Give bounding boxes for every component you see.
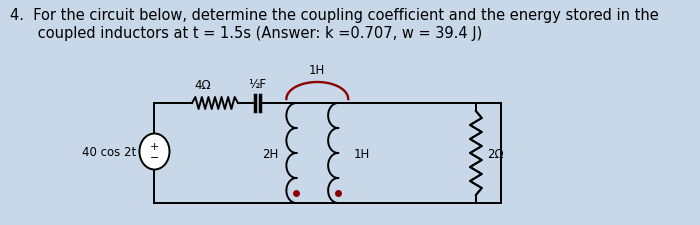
Text: 4Ω: 4Ω [194, 79, 211, 92]
Text: 1H: 1H [354, 147, 370, 160]
Text: 2Ω: 2Ω [488, 147, 504, 160]
Text: 1H: 1H [309, 64, 326, 77]
Text: 40 cos 2t V: 40 cos 2t V [82, 145, 148, 158]
Text: coupled inductors at t = 1.5s (Answer: k =0.707, w = 39.4 J): coupled inductors at t = 1.5s (Answer: k… [10, 26, 482, 41]
Text: ½F: ½F [248, 78, 267, 91]
Text: 4.  For the circuit below, determine the coupling coefficient and the energy sto: 4. For the circuit below, determine the … [10, 8, 659, 23]
Text: 2H: 2H [262, 147, 278, 160]
Text: +: + [150, 141, 159, 151]
Text: −: − [150, 153, 159, 163]
Circle shape [139, 134, 169, 170]
